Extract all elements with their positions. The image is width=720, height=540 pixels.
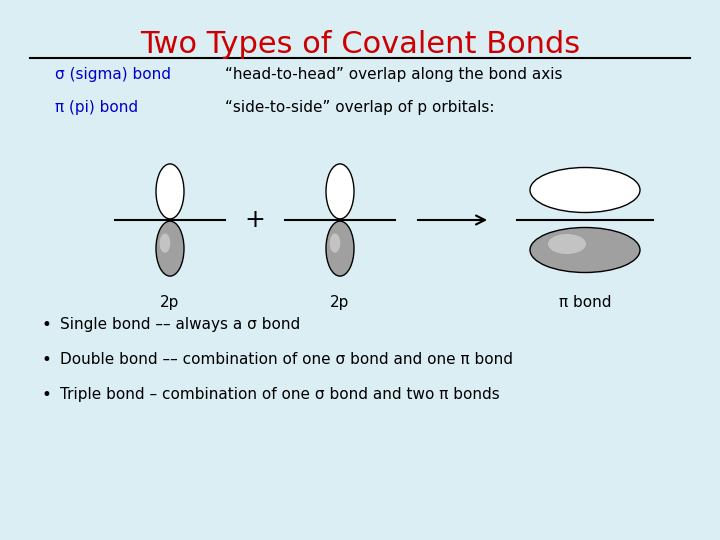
Text: “side-to-side” overlap of p orbitals:: “side-to-side” overlap of p orbitals: bbox=[225, 100, 495, 115]
Text: Triple bond – combination of one σ bond and two π bonds: Triple bond – combination of one σ bond … bbox=[60, 388, 500, 402]
Ellipse shape bbox=[156, 164, 184, 219]
Text: Double bond –– combination of one σ bond and one π bond: Double bond –– combination of one σ bond… bbox=[60, 353, 513, 368]
Ellipse shape bbox=[326, 221, 354, 276]
Ellipse shape bbox=[326, 164, 354, 219]
Text: σ (sigma) bond: σ (sigma) bond bbox=[55, 67, 171, 82]
FancyArrowPatch shape bbox=[418, 215, 485, 225]
Ellipse shape bbox=[330, 233, 341, 253]
Text: Single bond –– always a σ bond: Single bond –– always a σ bond bbox=[60, 318, 300, 333]
Text: +: + bbox=[245, 208, 266, 232]
Text: 2p: 2p bbox=[161, 295, 180, 310]
Ellipse shape bbox=[530, 167, 640, 213]
Text: Two Types of Covalent Bonds: Two Types of Covalent Bonds bbox=[140, 30, 580, 59]
Ellipse shape bbox=[160, 233, 171, 253]
Ellipse shape bbox=[530, 227, 640, 273]
Ellipse shape bbox=[156, 221, 184, 276]
Text: 2p: 2p bbox=[330, 295, 350, 310]
Text: “head-to-head” overlap along the bond axis: “head-to-head” overlap along the bond ax… bbox=[225, 67, 562, 82]
Text: •: • bbox=[42, 316, 52, 334]
Text: •: • bbox=[42, 386, 52, 404]
Text: π (pi) bond: π (pi) bond bbox=[55, 100, 138, 115]
Ellipse shape bbox=[548, 234, 586, 254]
Text: •: • bbox=[42, 351, 52, 369]
Text: π bond: π bond bbox=[559, 295, 611, 310]
